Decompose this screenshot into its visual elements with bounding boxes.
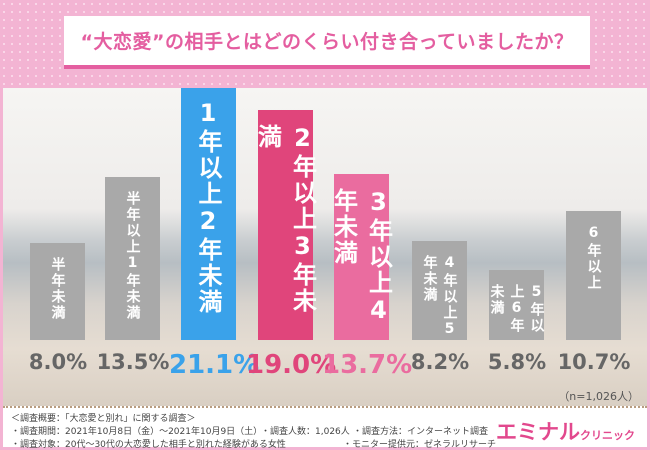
bar-7: 5年以上6年未満 (488, 269, 545, 340)
bar-6: 4年以上5年未満 (412, 240, 467, 340)
sample-size-note: （n=1,026人） (558, 390, 639, 403)
chart-area: 半年未満 8.0% 半年以上1年未満 13.5% 1年以上2年未満 21.1% 2年以上3年… (3, 88, 647, 406)
survey-target: ・調査対象：20代〜30代の大恋愛した相手と別れた経験がある女性 (11, 440, 286, 450)
survey-overview: ＜調査概要：「大恋愛と別れ」に関する調査＞ (11, 414, 196, 424)
eminal-clinic-logo: エミナルクリニック (496, 416, 635, 446)
bar-category-label: 5年以上6年未満 (488, 283, 545, 334)
bar-category-label: 4年以上5年未満 (421, 254, 458, 339)
title-box: “大恋愛”の相手とはどのくらい付き合っていましたか？ (64, 16, 590, 69)
logo-sub: クリニック (580, 429, 635, 442)
bar-category-label: 1年以上2年未満 (194, 99, 222, 315)
survey-period: ・調査期間：2021年10月8日（金）〜2021年10月9日（土） (11, 427, 263, 437)
bar-value-label: 8.2% (410, 350, 470, 374)
bar-category-label: 半年未満 (49, 257, 66, 322)
bar-4: 2年以上3年未満 (254, 110, 317, 340)
bar-value-label: 19.0% (246, 350, 337, 380)
bar-value-label: 21.1% (169, 350, 260, 380)
bar-category-label: 2年以上3年未満 (253, 124, 317, 315)
bar-8: 6年以上 (566, 210, 621, 340)
survey-footer: ＜調査概要：「大恋愛と別れ」に関する調査＞ ・調査期間：2021年10月8日（金… (3, 406, 647, 450)
bar-5: 3年以上4年未満 (330, 174, 393, 340)
bar-value-label: 13.7% (322, 350, 413, 380)
survey-provider: ・モニター提供元：ゼネラルリサーチ (343, 440, 497, 450)
survey-count: ・調査人数：1,026人 (261, 427, 350, 437)
bar-2: 半年以上1年未満 (105, 176, 160, 340)
bar-category-label: 半年以上1年未満 (124, 190, 141, 321)
bar-category-label: 3年以上4年未満 (329, 188, 393, 327)
bar-value-label: 13.5% (96, 350, 170, 374)
chart-title: “大恋愛”の相手とはどのくらい付き合っていましたか？ (80, 31, 574, 53)
bar-category-label: 6年以上 (585, 224, 602, 291)
survey-method: ・調査方法：インターネット調査 (353, 427, 489, 437)
bar-value-label: 8.0% (28, 350, 88, 374)
bar-1: 半年未満 (30, 243, 85, 340)
logo-main: エミナル (496, 420, 580, 444)
bar-3: 1年以上2年未満 (181, 88, 236, 340)
bar-value-label: 5.8% (487, 350, 547, 374)
bar-value-label: 10.7% (557, 350, 631, 374)
